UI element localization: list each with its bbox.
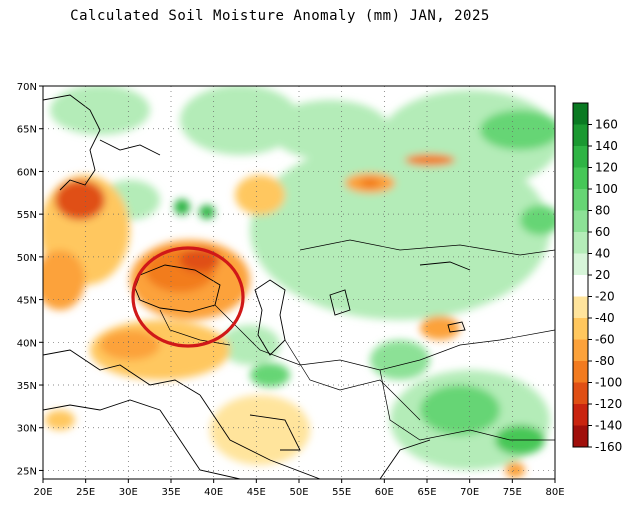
lon-tick-label: 70E: [460, 487, 479, 498]
colorbar-swatch: [573, 404, 588, 426]
colorbar-swatch: [573, 189, 588, 211]
colorbar-swatch: [573, 361, 588, 383]
lat-tick-label: 30N: [17, 424, 37, 435]
lon-tick-label: 50E: [289, 487, 308, 498]
lat-tick-label: 35N: [17, 381, 37, 392]
lon-tick-label: 35E: [161, 487, 180, 498]
graticule: [43, 86, 555, 479]
lat-tick-label: 65N: [17, 125, 37, 136]
colorbar-label: -20: [595, 290, 615, 304]
lon-tick-label: 65E: [417, 487, 436, 498]
colorbar-label: 20: [595, 268, 610, 282]
lon-tick-label: 25E: [76, 487, 95, 498]
lat-tick-label: 70N: [17, 82, 37, 93]
colorbar-swatch: [573, 146, 588, 168]
lon-tick-label: 40E: [204, 487, 223, 498]
lon-tick-label: 45E: [247, 487, 266, 498]
latitude-labels: 25N 30N 35N 40N 45N 50N 55N 60N 65N 70N: [17, 82, 43, 477]
colorbar-label: 160: [595, 118, 618, 132]
colorbar-swatch: [573, 296, 588, 318]
lon-tick-label: 55E: [332, 487, 351, 498]
colorbar-swatch: [573, 425, 588, 447]
colorbar-label: -120: [595, 397, 622, 411]
colorbar-swatch: [573, 318, 588, 340]
highlight-circle: [131, 246, 245, 348]
lon-tick-label: 30E: [119, 487, 138, 498]
colorbar-label: -40: [595, 311, 615, 325]
colorbar-label: 140: [595, 139, 618, 153]
colorbar-label: -160: [595, 440, 622, 454]
lat-tick-label: 50N: [17, 253, 37, 264]
lat-tick-label: 40N: [17, 338, 37, 349]
lat-tick-label: 55N: [17, 210, 37, 221]
anomaly-shading: [43, 86, 555, 478]
colorbar-label: 80: [595, 204, 610, 218]
colorbar-label: -100: [595, 376, 622, 390]
longitude-labels: 20E 25E 30E 35E 40E 45E 50E 55E 60E 65E 70E 75E 80E: [33, 479, 565, 498]
colorbar-label: -80: [595, 354, 615, 368]
lat-tick-label: 60N: [17, 167, 37, 178]
colorbar-swatch: [573, 339, 588, 361]
lat-tick-label: 25N: [17, 466, 37, 477]
colorbar-label: 120: [595, 161, 618, 175]
lon-tick-label: 20E: [33, 487, 52, 498]
colorbar-swatch: [573, 232, 588, 254]
coastlines: [43, 94, 555, 479]
colorbar-swatch: [573, 382, 588, 404]
colorbar-swatch: [573, 210, 588, 232]
lat-tick-label: 45N: [17, 296, 37, 307]
colorbar-label: 100: [595, 182, 618, 196]
colorbar-label: 60: [595, 225, 610, 239]
colorbar-swatch: [573, 124, 588, 146]
lon-tick-label: 75E: [503, 487, 522, 498]
colorbar-label: -140: [595, 419, 622, 433]
colorbar-swatch: [573, 167, 588, 189]
colorbar-swatch: [573, 253, 588, 275]
colorbar-label: 40: [595, 247, 610, 261]
colorbar-swatch: [573, 103, 588, 125]
lon-tick-label: 80E: [545, 487, 564, 498]
colorbar-swatch: [573, 275, 588, 297]
map-title: Calculated Soil Moisture Anomaly (mm) JA…: [70, 8, 490, 24]
colorbar-label: -60: [595, 333, 615, 347]
colorbar: 160 140 120 100 80 60 40 20 -20 -40 -60 -80 -100 -120…: [572, 102, 622, 454]
lon-tick-label: 60E: [375, 487, 394, 498]
